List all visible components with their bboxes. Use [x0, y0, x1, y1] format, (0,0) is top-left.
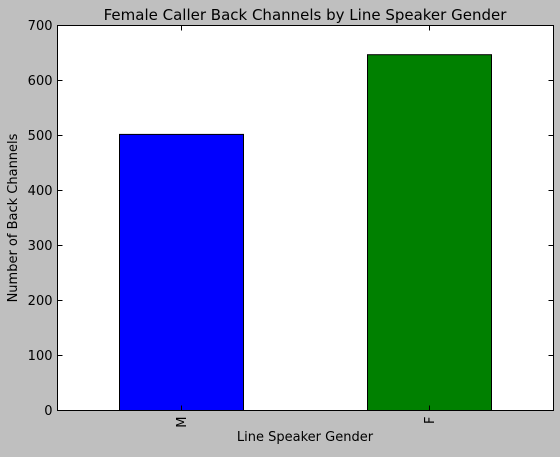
y-tick-label: 100	[28, 349, 53, 364]
bar-F	[367, 54, 492, 411]
y-tick-label: 600	[28, 74, 53, 89]
chart-title: Female Caller Back Channels by Line Spea…	[104, 6, 508, 24]
y-tick-label: 700	[28, 19, 53, 34]
bars-group	[119, 54, 492, 411]
y-tick-label: 300	[28, 239, 53, 254]
x-axis-label: Line Speaker Gender	[237, 430, 374, 445]
bar-M	[119, 133, 244, 411]
y-tick-label: 400	[28, 184, 53, 199]
y-axis-label: Number of Back Channels	[6, 133, 21, 302]
y-tick-label: 0	[44, 404, 52, 419]
y-tick-label: 500	[28, 129, 53, 144]
y-tick-label: 200	[28, 294, 53, 309]
x-tick-label-M: M	[175, 417, 190, 428]
y-axis-ticks: 0 100 200 300 400 500 600 700	[28, 19, 554, 419]
x-tick-label-F: F	[423, 417, 438, 424]
